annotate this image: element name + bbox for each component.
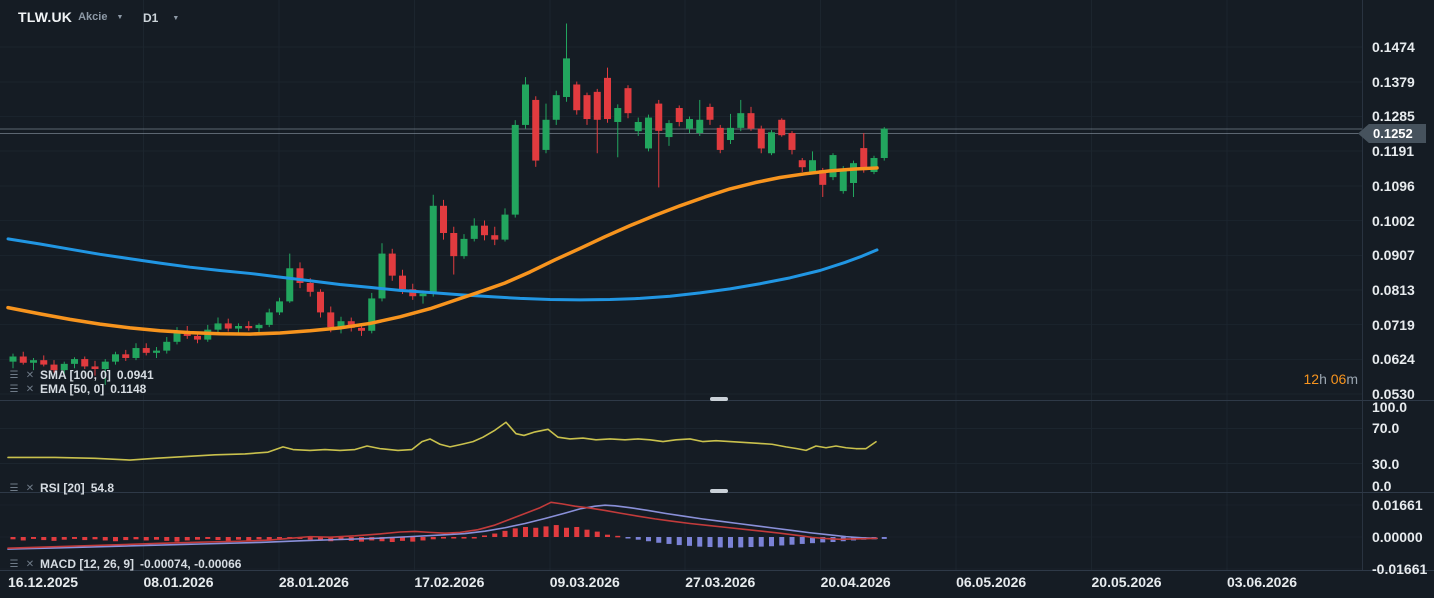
timeframe-value: D1	[143, 11, 159, 25]
indicator-settings-icon[interactable]: ☰	[9, 559, 19, 570]
macd-value: -0.00074, -0.00066	[140, 557, 242, 571]
instrument-type-label: Akcie	[78, 11, 108, 23]
indicator-settings-icon[interactable]: ☰	[9, 384, 19, 395]
sma-label: SMA [100, 0]	[40, 368, 111, 382]
macd-pane-resize-handle[interactable]	[710, 489, 728, 493]
indicator-remove-icon[interactable]: ✕	[25, 384, 35, 395]
rsi-label: RSI [20]	[40, 481, 85, 495]
symbol-selector[interactable]: TLW.UK Akcie ▼	[18, 9, 123, 25]
chevron-down-icon[interactable]: ▼	[172, 14, 180, 22]
macd-label: MACD [12, 26, 9]	[40, 557, 135, 571]
indicator-remove-icon[interactable]: ✕	[25, 559, 35, 570]
symbol-title: TLW.UK	[18, 9, 73, 25]
indicator-row-sma: ☰ ✕ SMA [100, 0] 0.0941	[8, 369, 154, 382]
candle-countdown-timer: 12h 06m	[1303, 371, 1358, 387]
indicator-remove-icon[interactable]: ✕	[25, 370, 35, 381]
indicator-remove-icon[interactable]: ✕	[25, 483, 35, 494]
current-price-tag: 0.1252	[1358, 124, 1426, 143]
indicator-row-ema: ☰ ✕ EMA [50, 0] 0.1148	[8, 382, 147, 396]
chevron-down-icon[interactable]: ▼	[116, 13, 124, 21]
ema-value: 0.1148	[110, 382, 147, 396]
countdown-minutes: 06	[1330, 371, 1347, 387]
rsi-value: 54.8	[90, 481, 115, 495]
indicator-settings-icon[interactable]: ☰	[9, 483, 19, 494]
indicator-settings-icon[interactable]: ☰	[9, 370, 19, 381]
indicator-row-rsi: ☰ ✕ RSI [20] 54.8	[8, 481, 115, 495]
timeframe-selector[interactable]: D1 ▼	[143, 11, 179, 25]
countdown-hours: 12	[1303, 371, 1320, 387]
sma-value: 0.0941	[116, 368, 154, 382]
ema-label: EMA [50, 0]	[40, 382, 105, 396]
indicator-row-macd: ☰ ✕ MACD [12, 26, 9] -0.00074, -0.00066	[8, 557, 242, 571]
rsi-pane-resize-handle[interactable]	[710, 397, 728, 401]
